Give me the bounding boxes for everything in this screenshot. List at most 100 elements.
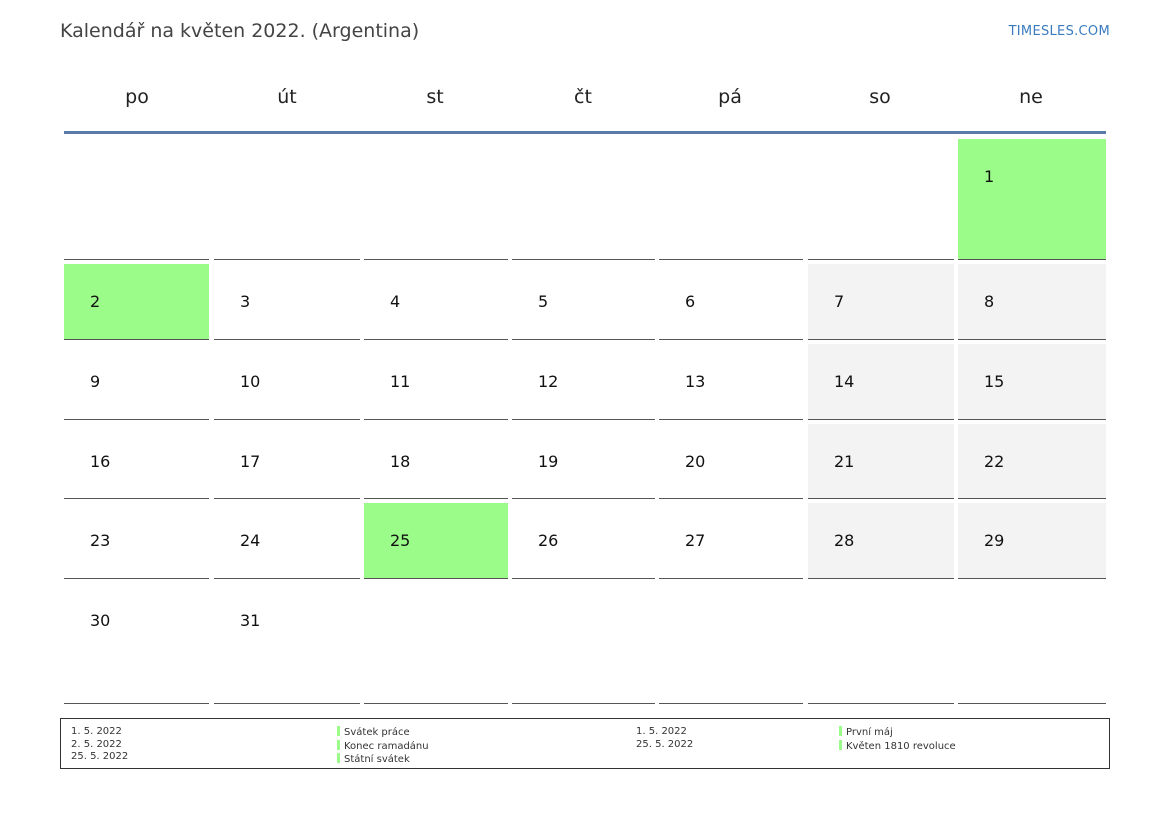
holiday-marker	[337, 739, 340, 750]
day-number: 28	[834, 531, 855, 550]
day-number: 7	[834, 292, 845, 311]
legend-entry: Státní svátek	[337, 753, 429, 767]
legend-date: 1. 5. 2022	[636, 726, 687, 737]
day-cell: 16	[64, 424, 209, 499]
day-cell: 25	[364, 503, 508, 579]
day-cell: 14	[808, 344, 954, 420]
empty-day-cell	[64, 139, 209, 260]
day-number: 2	[90, 292, 101, 311]
day-number: 23	[90, 531, 111, 550]
day-cell: 15	[958, 344, 1106, 420]
day-cell: 28	[808, 503, 954, 579]
brand-link[interactable]: TIMESLES.COM	[1008, 24, 1110, 39]
day-number: 10	[240, 372, 261, 391]
day-cell: 12	[512, 344, 655, 420]
legend-entry: Svátek práce	[337, 726, 429, 740]
day-cell: 26	[512, 503, 655, 579]
day-number: 31	[240, 611, 261, 630]
day-number: 24	[240, 531, 261, 550]
day-cell: 4	[364, 264, 508, 340]
day-cell: 7	[808, 264, 954, 340]
day-cell: 18	[364, 424, 508, 499]
day-cell: 5	[512, 264, 655, 340]
empty-day-cell	[364, 583, 508, 704]
legend-date: 25. 5. 2022	[636, 738, 694, 750]
day-cell: 1	[958, 139, 1106, 260]
day-number: 14	[834, 372, 855, 391]
day-number: 8	[984, 292, 995, 311]
legend-name: Státní svátek	[344, 754, 410, 765]
legend-name: Květen 1810 revoluce	[846, 740, 956, 752]
day-number: 3	[240, 292, 251, 311]
day-number: 22	[984, 452, 1005, 471]
day-cell: 10	[214, 344, 360, 420]
weekday-wed: st	[426, 86, 444, 108]
weekday-header: po út st čt pá so ne	[64, 86, 1106, 116]
weekday-sun: ne	[1019, 86, 1043, 108]
page-title: Kalendář na květen 2022. (Argentina)	[60, 20, 420, 42]
legend-entry: První máj	[839, 726, 956, 740]
empty-day-cell	[808, 139, 954, 260]
holiday-marker	[839, 739, 842, 750]
day-cell: 2	[64, 264, 209, 340]
day-number: 27	[685, 531, 706, 550]
day-cell: 9	[64, 344, 209, 420]
day-number: 30	[90, 611, 111, 630]
day-number: 11	[390, 372, 411, 391]
day-cell: 17	[214, 424, 360, 499]
empty-day-cell	[808, 583, 954, 704]
day-number: 1	[984, 167, 995, 186]
day-number: 19	[538, 452, 559, 471]
day-cell: 6	[659, 264, 803, 340]
day-cell: 13	[659, 344, 803, 420]
day-number: 6	[685, 292, 696, 311]
legend-name: První máj	[846, 727, 893, 738]
day-number: 29	[984, 531, 1005, 550]
weekday-tue: út	[277, 86, 297, 108]
weekday-sat: so	[869, 86, 891, 108]
legend-entry: Konec ramadánu	[337, 739, 429, 754]
day-number: 15	[984, 372, 1005, 391]
empty-day-cell	[512, 139, 655, 260]
empty-day-cell	[512, 583, 655, 704]
day-number: 20	[685, 452, 706, 471]
empty-day-cell	[214, 139, 360, 260]
legend-name: Svátek práce	[344, 727, 410, 738]
day-cell: 11	[364, 344, 508, 420]
day-number: 4	[390, 292, 401, 311]
day-cell: 29	[958, 503, 1106, 579]
day-cell: 23	[64, 503, 209, 579]
empty-day-cell	[659, 139, 803, 260]
weekday-fri: pá	[718, 86, 742, 108]
day-number: 16	[90, 452, 111, 471]
weekday-mon: po	[125, 86, 149, 108]
day-cell: 31	[214, 583, 360, 704]
day-cell: 3	[214, 264, 360, 340]
legend-date: 25. 5. 2022	[71, 751, 129, 762]
header-divider	[64, 131, 1106, 134]
day-cell: 24	[214, 503, 360, 579]
day-cell: 20	[659, 424, 803, 499]
day-cell: 19	[512, 424, 655, 499]
empty-day-cell	[958, 583, 1106, 704]
day-cell: 21	[808, 424, 954, 499]
legend-dates-1: 1. 5. 2022 2. 5. 2022 25. 5. 2022	[71, 726, 128, 764]
day-number: 5	[538, 292, 549, 311]
holiday-marker	[337, 726, 340, 736]
day-cell: 27	[659, 503, 803, 579]
day-number: 17	[240, 452, 261, 471]
day-number: 9	[90, 372, 101, 391]
legend-date: 1. 5. 2022	[71, 726, 122, 737]
legend-entry: Květen 1810 revoluce	[839, 739, 956, 754]
legend-date: 2. 5. 2022	[71, 738, 122, 750]
day-number: 25	[390, 531, 411, 550]
day-cell: 30	[64, 583, 209, 704]
holiday-marker	[839, 726, 842, 736]
empty-day-cell	[659, 583, 803, 704]
day-number: 12	[538, 372, 559, 391]
legend-names-2: První máj Květen 1810 revoluce	[839, 726, 956, 753]
day-number: 26	[538, 531, 559, 550]
day-cell: 8	[958, 264, 1106, 340]
day-cell: 22	[958, 424, 1106, 499]
empty-day-cell	[364, 139, 508, 260]
